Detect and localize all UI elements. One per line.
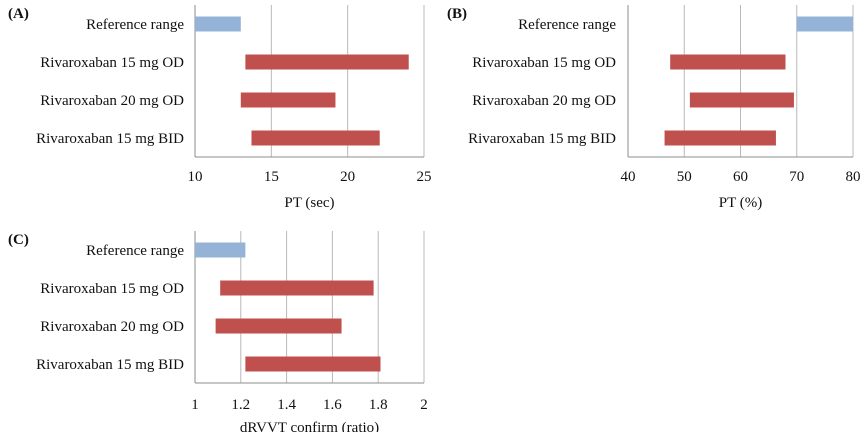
rivaroxaban-range-bar (664, 130, 776, 146)
tick-label: 15 (264, 169, 279, 185)
tick-label: 1 (191, 397, 199, 413)
rivaroxaban-range-bar (245, 54, 409, 70)
reference-range-bar (796, 16, 853, 32)
panel-label: (A) (8, 6, 29, 22)
tick-label: 20 (340, 169, 355, 185)
x-axis-title: PT (%) (719, 195, 762, 211)
category-label: Rivaroxaban 15 mg OD (40, 55, 184, 71)
tick-label: 10 (188, 169, 203, 185)
tick-label: 1.4 (277, 397, 296, 413)
rivaroxaban-range-bar (220, 280, 374, 296)
reference-range-bar (195, 16, 241, 32)
x-axis-title: dRVVT confirm (ratio) (240, 420, 379, 432)
x-axis-title: PT (sec) (284, 195, 334, 211)
category-label: Reference range (86, 243, 184, 259)
rivaroxaban-range-bar (240, 92, 336, 108)
category-label: Reference range (518, 17, 616, 33)
rivaroxaban-range-bar (245, 356, 381, 372)
category-label: Rivaroxaban 15 mg OD (472, 55, 616, 71)
category-label: Rivaroxaban 20 mg OD (472, 93, 616, 109)
tick-label: 60 (733, 169, 748, 185)
tick-label: 1.8 (369, 397, 388, 413)
rivaroxaban-range-bar (689, 92, 794, 108)
tick-label: 1.6 (323, 397, 342, 413)
reference-range-bar (195, 242, 246, 258)
panel-label: (C) (8, 232, 29, 248)
tick-label: 50 (677, 169, 692, 185)
category-label: Rivaroxaban 15 mg BID (468, 131, 616, 147)
tick-label: 70 (789, 169, 804, 185)
tick-label: 80 (846, 169, 860, 185)
tick-label: 25 (417, 169, 432, 185)
category-label: Rivaroxaban 15 mg BID (36, 357, 184, 373)
tick-label: 1.2 (231, 397, 250, 413)
panel-label: (B) (447, 6, 467, 22)
category-label: Rivaroxaban 20 mg OD (40, 93, 184, 109)
rivaroxaban-range-bar (670, 54, 786, 70)
category-label: Rivaroxaban 20 mg OD (40, 319, 184, 335)
rivaroxaban-range-bar (251, 130, 380, 146)
rivaroxaban-range-bar (215, 318, 342, 334)
tick-label: 40 (621, 169, 636, 185)
category-label: Rivaroxaban 15 mg BID (36, 131, 184, 147)
tick-label: 2 (420, 397, 428, 413)
category-label: Reference range (86, 17, 184, 33)
category-label: Rivaroxaban 15 mg OD (40, 281, 184, 297)
